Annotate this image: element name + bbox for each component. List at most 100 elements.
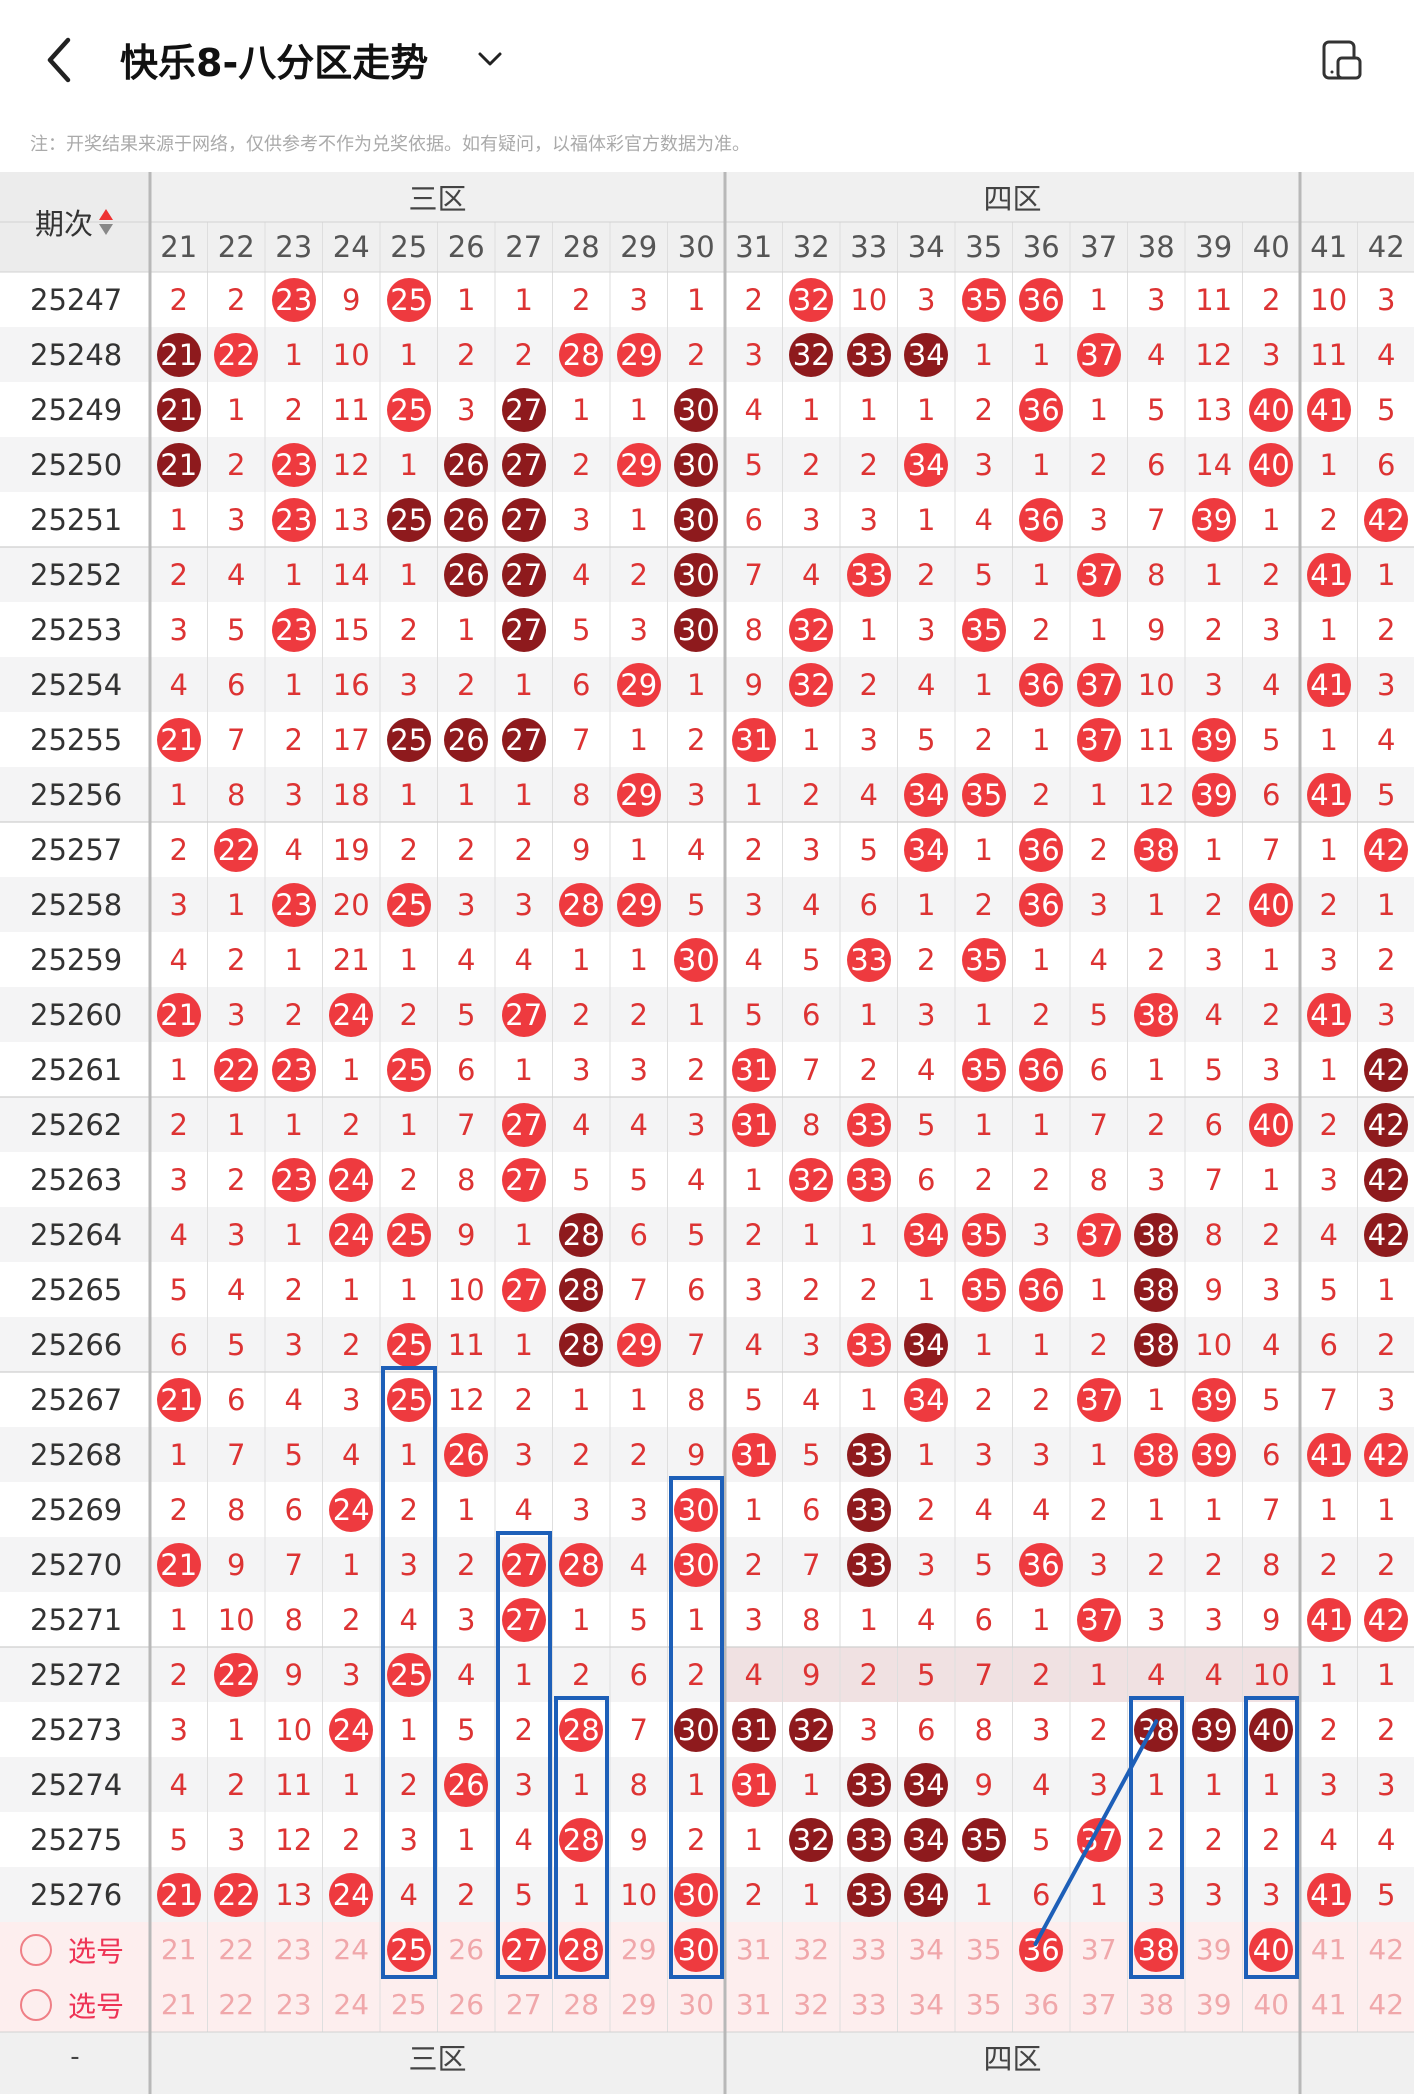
back-button[interactable] bbox=[38, 30, 88, 90]
picked-number-ball[interactable]: 27 bbox=[501, 1927, 546, 1972]
pick-cell[interactable]: 32 bbox=[793, 1933, 830, 1966]
drawn-number-ball: 42 bbox=[1364, 827, 1409, 872]
miss-count: 7 bbox=[227, 1437, 246, 1472]
miss-count: 9 bbox=[227, 1547, 246, 1582]
pick-cell[interactable]: 34 bbox=[908, 1988, 945, 2021]
miss-count: 4 bbox=[169, 667, 188, 702]
layout-toggle-button[interactable] bbox=[1318, 38, 1366, 86]
picked-number-ball[interactable]: 30 bbox=[674, 1927, 719, 1972]
issue-number: 25265 bbox=[30, 1272, 123, 1307]
pick-cell[interactable]: 30 bbox=[678, 1988, 715, 2021]
table-cell: 25 bbox=[380, 492, 438, 547]
drawn-number-ball: 23 bbox=[271, 607, 316, 652]
miss-count: 1 bbox=[1147, 1382, 1166, 1417]
pick-cell[interactable]: 25 bbox=[380, 1922, 438, 1977]
miss-count: 1 bbox=[1204, 557, 1223, 592]
pick-cell[interactable]: 31 bbox=[735, 1988, 772, 2021]
pick-cell[interactable]: 24 bbox=[333, 1988, 370, 2021]
drawn-number-ball: 35 bbox=[961, 772, 1006, 817]
pick-cell[interactable]: 41 bbox=[1310, 1933, 1347, 1966]
pick-cell[interactable]: 35 bbox=[965, 1933, 1002, 1966]
pick-cell[interactable]: 33 bbox=[850, 1933, 887, 1966]
picked-number-ball[interactable]: 25 bbox=[386, 1927, 431, 1972]
miss-count: 1 bbox=[1032, 1602, 1051, 1637]
miss-count: 1 bbox=[1147, 887, 1166, 922]
table-cell: 37 bbox=[1070, 1372, 1128, 1427]
pick-cell[interactable]: 32 bbox=[793, 1988, 830, 2021]
pick-cell[interactable]: 38 bbox=[1128, 1922, 1186, 1977]
radio-button[interactable] bbox=[20, 1988, 52, 2021]
issue-header[interactable]: 期次 bbox=[0, 172, 150, 272]
pick-cell[interactable]: 22 bbox=[218, 1933, 255, 1966]
pick-cell[interactable]: 22 bbox=[218, 1988, 255, 2021]
pick-cell[interactable]: 21 bbox=[160, 1988, 197, 2021]
pick-cell[interactable]: 42 bbox=[1368, 1988, 1405, 2021]
pick-cell[interactable]: 40 bbox=[1253, 1988, 1290, 2021]
picked-number-ball[interactable]: 38 bbox=[1134, 1927, 1179, 1972]
pick-cell[interactable]: 35 bbox=[965, 1988, 1002, 2021]
pick-cell[interactable]: 28 bbox=[563, 1988, 600, 2021]
miss-count: 1 bbox=[629, 832, 648, 867]
table-cell: 35 bbox=[955, 272, 1013, 327]
repeat-number-ball: 33 bbox=[846, 1872, 891, 1917]
pick-cell[interactable]: 27 bbox=[505, 1988, 542, 2021]
drawn-number-ball: 39 bbox=[1191, 772, 1236, 817]
pick-cell[interactable]: 21 bbox=[160, 1933, 197, 1966]
pick-cell[interactable]: 40 bbox=[1243, 1922, 1301, 1977]
select-row-label[interactable]: 选号 bbox=[0, 1922, 150, 1977]
picked-number-ball[interactable]: 36 bbox=[1019, 1927, 1064, 1972]
miss-count: 4 bbox=[687, 832, 706, 867]
miss-count: 2 bbox=[1147, 1107, 1166, 1142]
miss-count: 7 bbox=[1089, 1107, 1108, 1142]
miss-count: 3 bbox=[572, 1492, 591, 1527]
pick-cell[interactable]: 23 bbox=[275, 1988, 312, 2021]
pick-cell[interactable]: 38 bbox=[1138, 1988, 1175, 2021]
miss-count: 4 bbox=[284, 832, 303, 867]
pick-cell[interactable]: 26 bbox=[448, 1933, 485, 1966]
picked-number-ball[interactable]: 40 bbox=[1249, 1927, 1294, 1972]
miss-count: 2 bbox=[744, 832, 763, 867]
pick-cell[interactable]: 29 bbox=[620, 1933, 657, 1966]
pick-cell[interactable]: 30 bbox=[668, 1922, 726, 1977]
miss-count: 2 bbox=[1262, 1822, 1281, 1857]
radio-button[interactable] bbox=[20, 1933, 52, 1966]
table-cell: 35 bbox=[955, 932, 1013, 987]
miss-count: 4 bbox=[917, 667, 936, 702]
pick-cell[interactable]: 39 bbox=[1195, 1988, 1232, 2021]
miss-count: 1 bbox=[1204, 1767, 1223, 1802]
zone-header: 四区 bbox=[983, 182, 1042, 216]
pick-cell[interactable]: 23 bbox=[275, 1933, 312, 1966]
pick-cell[interactable]: 29 bbox=[620, 1988, 657, 2021]
pick-cell[interactable]: 39 bbox=[1195, 1933, 1232, 1966]
drawn-number-ball: 38 bbox=[1134, 1432, 1179, 1477]
pick-cell[interactable]: 36 bbox=[1023, 1988, 1060, 2021]
miss-count: 1 bbox=[169, 502, 188, 537]
drawn-number-ball: 28 bbox=[559, 882, 604, 927]
miss-count: 2 bbox=[169, 557, 188, 592]
miss-count: 2 bbox=[744, 1877, 763, 1912]
pick-cell[interactable]: 37 bbox=[1080, 1933, 1117, 1966]
title-dropdown-button[interactable] bbox=[472, 38, 508, 78]
pick-cell[interactable]: 37 bbox=[1080, 1988, 1117, 2021]
pick-cell[interactable]: 24 bbox=[333, 1933, 370, 1966]
miss-count: 4 bbox=[974, 1492, 993, 1527]
miss-count: 1 bbox=[399, 557, 418, 592]
pick-cell[interactable]: 42 bbox=[1368, 1933, 1405, 1966]
page-title[interactable]: 快乐8-八分区走势 bbox=[120, 41, 429, 85]
pick-cell[interactable]: 28 bbox=[553, 1922, 611, 1977]
pick-cell[interactable]: 36 bbox=[1013, 1922, 1071, 1977]
repeat-number-ball: 27 bbox=[501, 442, 546, 487]
select-row-label[interactable]: 选号 bbox=[0, 1977, 150, 2032]
pick-cell[interactable]: 26 bbox=[448, 1988, 485, 2021]
table-cell: 27 bbox=[495, 602, 553, 657]
miss-count: 2 bbox=[1377, 942, 1396, 977]
pick-cell[interactable]: 34 bbox=[908, 1933, 945, 1966]
pick-cell[interactable]: 41 bbox=[1310, 1988, 1347, 2021]
pick-cell[interactable]: 27 bbox=[495, 1922, 553, 1977]
pick-cell[interactable]: 25 bbox=[390, 1988, 427, 2021]
miss-count: 4 bbox=[629, 1107, 648, 1142]
picked-number-ball[interactable]: 28 bbox=[559, 1927, 604, 1972]
pick-cell[interactable]: 33 bbox=[850, 1988, 887, 2021]
miss-count: 1 bbox=[284, 337, 303, 372]
pick-cell[interactable]: 31 bbox=[735, 1933, 772, 1966]
